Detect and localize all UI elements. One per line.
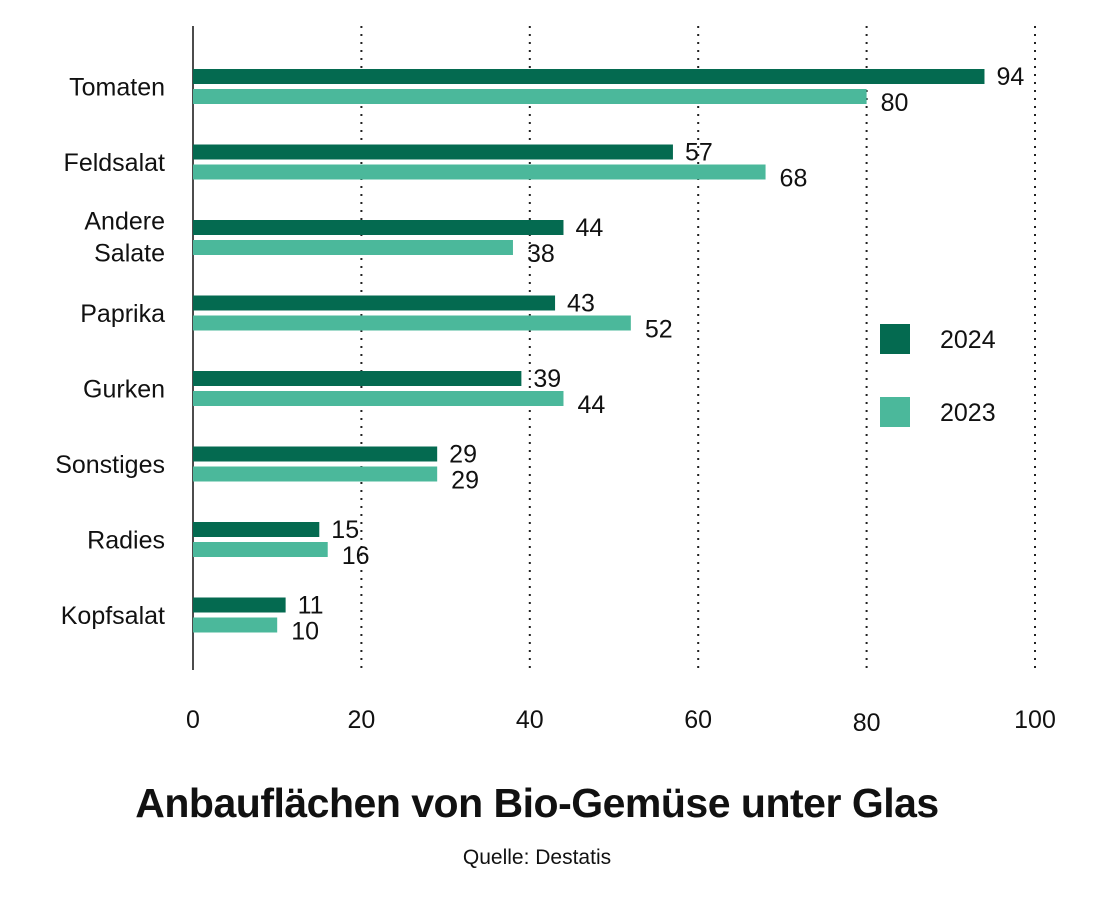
category-label: Gurken xyxy=(83,376,165,404)
legend-swatch-2024 xyxy=(880,324,910,354)
bar-2024-paprika xyxy=(193,295,556,311)
value-label-2023-gurken: 44 xyxy=(577,391,605,419)
legend-label-2024: 2024 xyxy=(940,326,996,354)
bar-2024-kopfsalat xyxy=(193,597,286,613)
value-label-2023-radies: 16 xyxy=(342,542,370,570)
legend-label-2023: 2023 xyxy=(940,399,996,427)
category-label: Feldsalat xyxy=(64,149,165,177)
value-label-2024-kopfsalat: 11 xyxy=(298,592,324,620)
bar-2024-sonstiges xyxy=(193,446,438,462)
category-label: Kopfsalat xyxy=(61,602,165,630)
value-label-2024-sonstiges: 29 xyxy=(449,441,477,469)
category-label: Andere Salate xyxy=(84,208,165,268)
value-label-2023-feldsalat: 68 xyxy=(780,165,808,193)
bar-2024-tomaten xyxy=(193,69,985,84)
bar-2023-radies xyxy=(193,542,328,557)
x-tick-label-0: 0 xyxy=(186,706,200,734)
bar-2023-kopfsalat xyxy=(193,617,278,633)
x-tick-label-100: 100 xyxy=(1014,706,1056,734)
value-label-2024-radies: 15 xyxy=(331,516,359,544)
x-tick-label-20: 20 xyxy=(347,706,375,734)
bar-2023-tomaten xyxy=(193,89,867,104)
chart-title: Anbauflächen von Bio-Gemüse unter Glas xyxy=(135,780,939,826)
value-label-2024-tomaten: 94 xyxy=(996,63,1024,91)
value-label-2024-gurken: 39 xyxy=(533,365,561,393)
x-tick-label-40: 40 xyxy=(516,706,544,734)
value-label-2023-sonstiges: 29 xyxy=(451,467,479,495)
bar-2024-andere-salate xyxy=(193,220,564,235)
bar-2024-radies xyxy=(193,522,320,537)
value-label-2024-feldsalat: 57 xyxy=(685,139,713,167)
value-label-2024-paprika: 43 xyxy=(567,290,595,318)
category-label: Tomaten xyxy=(69,74,165,102)
legend-swatch-2023 xyxy=(880,397,910,427)
value-label-2023-kopfsalat: 10 xyxy=(291,618,319,646)
bar-2023-sonstiges xyxy=(193,466,438,482)
bar-2023-paprika xyxy=(193,315,631,331)
bar-2023-feldsalat xyxy=(193,164,766,180)
bar-2024-gurken xyxy=(193,371,522,386)
category-label: Paprika xyxy=(80,300,165,328)
x-tick-label-80: 80 xyxy=(853,709,881,737)
value-label-2023-andere-salate: 38 xyxy=(527,240,555,268)
value-label-2024-andere-salate: 44 xyxy=(575,214,603,242)
category-label: Sonstiges xyxy=(55,451,165,479)
value-label-2023-paprika: 52 xyxy=(645,316,673,344)
x-tick-label-60: 60 xyxy=(684,706,712,734)
category-label: Radies xyxy=(87,527,165,555)
value-label-2023-tomaten: 80 xyxy=(881,89,909,117)
bar-2023-gurken xyxy=(193,391,564,406)
bar-2024-feldsalat xyxy=(193,144,673,160)
chart-source: Quelle: Destatis xyxy=(462,846,612,869)
bar-2023-andere-salate xyxy=(193,240,513,255)
bar-chart: 0 20 40 60 80 100 94 80 Tomaten 57 68 Feldsalat 44 38… xyxy=(55,26,1056,737)
